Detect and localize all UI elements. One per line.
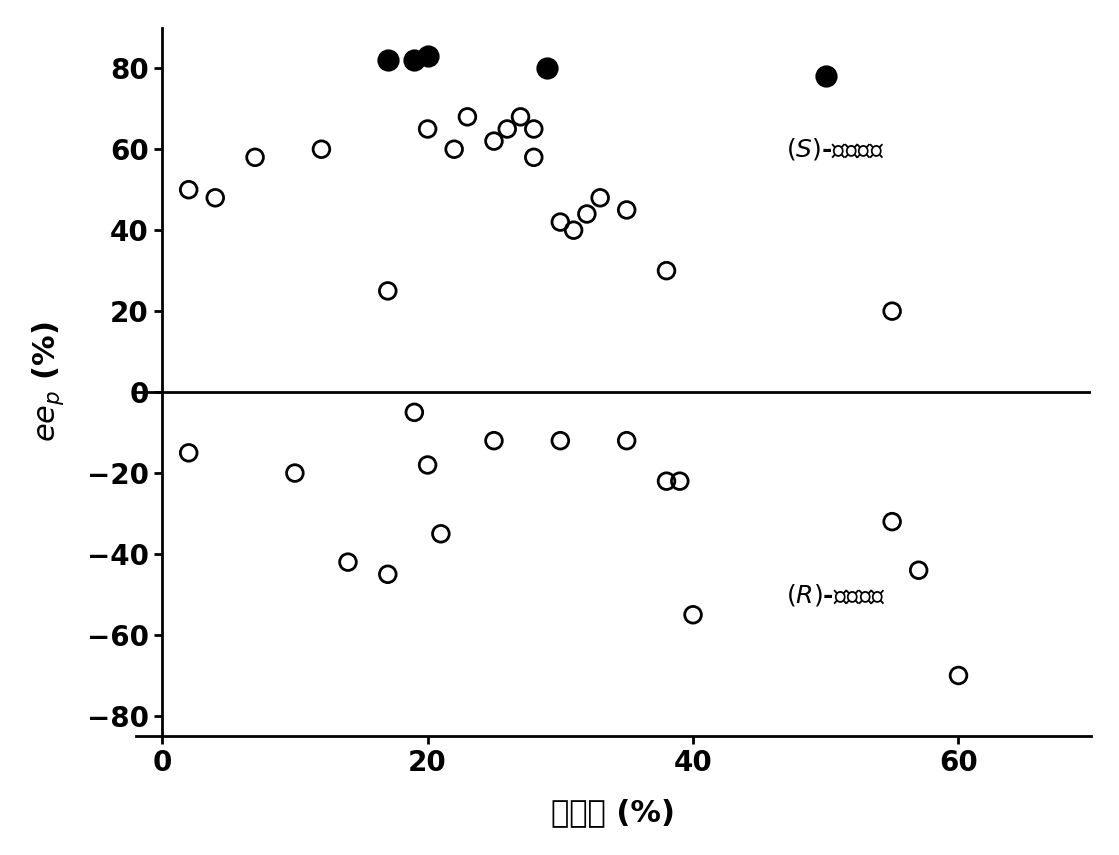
Point [485, 134, 502, 148]
Point [552, 215, 570, 229]
Point [684, 608, 702, 622]
Point [538, 62, 556, 75]
Point [180, 183, 198, 197]
Point [511, 110, 529, 124]
Point [525, 150, 543, 164]
Point [485, 433, 502, 447]
Point [883, 515, 901, 528]
Point [379, 568, 397, 581]
Point [432, 527, 450, 540]
Point [525, 122, 543, 136]
Point [658, 264, 676, 278]
Point [419, 458, 436, 472]
Point [339, 555, 357, 569]
Point [565, 223, 583, 237]
Point [591, 191, 609, 204]
Point [552, 433, 570, 447]
Point [419, 50, 436, 63]
Point [577, 207, 595, 221]
Point [618, 203, 636, 217]
Point [180, 446, 198, 460]
Point [910, 563, 928, 577]
Point [883, 304, 901, 318]
Point [658, 475, 676, 488]
Point [459, 110, 477, 124]
Text: $(R)$-构型优先: $(R)$-构型优先 [786, 581, 886, 608]
Text: $(S)$-构型优先: $(S)$-构型优先 [786, 136, 884, 162]
Point [670, 475, 688, 488]
X-axis label: 转化率 (%): 转化率 (%) [552, 799, 676, 828]
Point [312, 143, 330, 156]
Point [817, 69, 835, 83]
Point [950, 669, 968, 682]
Point [379, 284, 397, 298]
Point [445, 143, 463, 156]
Point [419, 122, 436, 136]
Point [206, 191, 224, 204]
Point [618, 433, 636, 447]
Point [405, 53, 423, 67]
Point [379, 53, 397, 67]
Y-axis label: $ee_p$ (%): $ee_p$ (%) [30, 321, 66, 442]
Point [246, 150, 264, 164]
Point [405, 405, 423, 419]
Point [286, 466, 304, 480]
Point [498, 122, 516, 136]
